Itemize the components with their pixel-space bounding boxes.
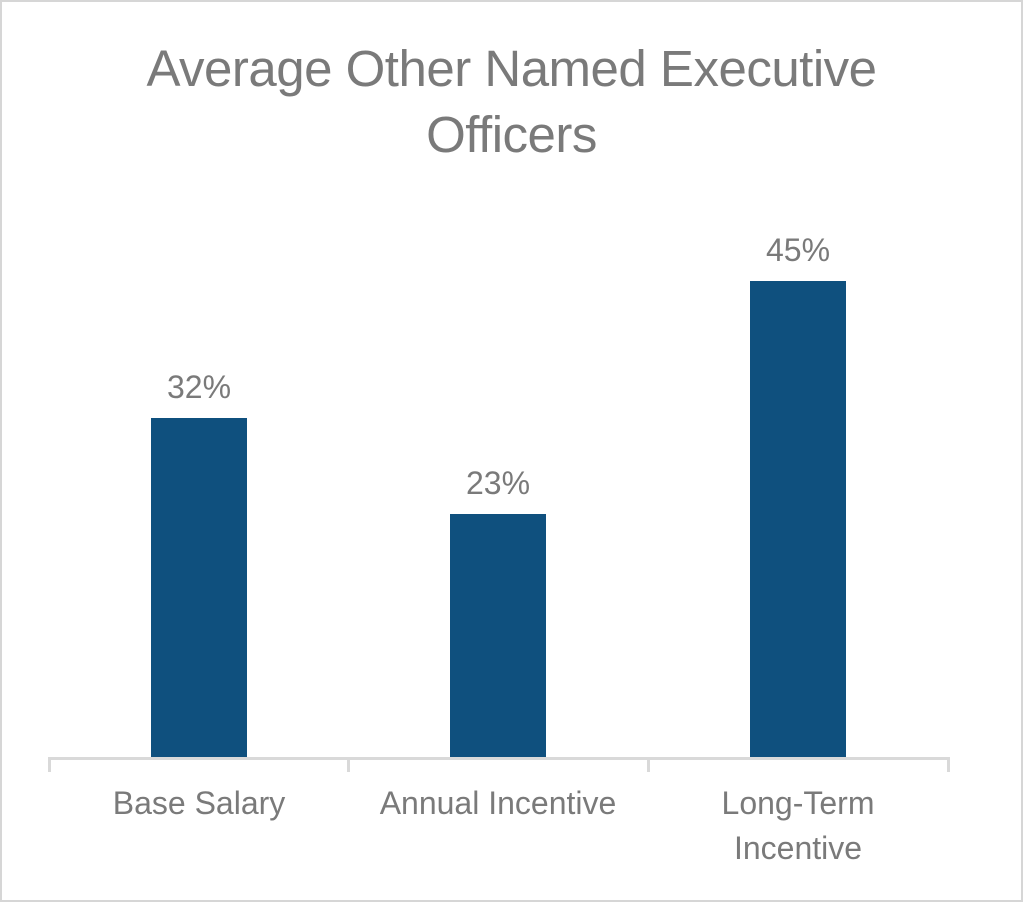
category-label: Annual Incentive <box>348 781 648 826</box>
data-label: 23% <box>465 465 531 501</box>
bar-annual-incentive <box>450 514 546 757</box>
x-axis-tick <box>947 757 950 772</box>
x-axis-tick <box>647 757 650 772</box>
bar-base-salary <box>151 418 247 757</box>
data-label: 45% <box>765 232 831 268</box>
x-axis-tick <box>48 757 51 772</box>
x-axis-tick <box>347 757 350 772</box>
chart-title-text: Average Other Named Executive Officers <box>146 40 877 163</box>
category-label: Long-Term Incentive <box>648 781 948 871</box>
category-label-text: Base Salary <box>112 785 286 821</box>
category-label-text: Annual Incentive <box>379 785 617 821</box>
bar-long-term-incentive <box>750 281 846 757</box>
category-label-text: Long-Term Incentive <box>721 785 875 866</box>
category-label: Base Salary <box>49 781 349 826</box>
chart-title: Average Other Named Executive Officers <box>2 36 1021 168</box>
x-axis-line <box>49 757 950 760</box>
data-label: 32% <box>166 369 232 405</box>
